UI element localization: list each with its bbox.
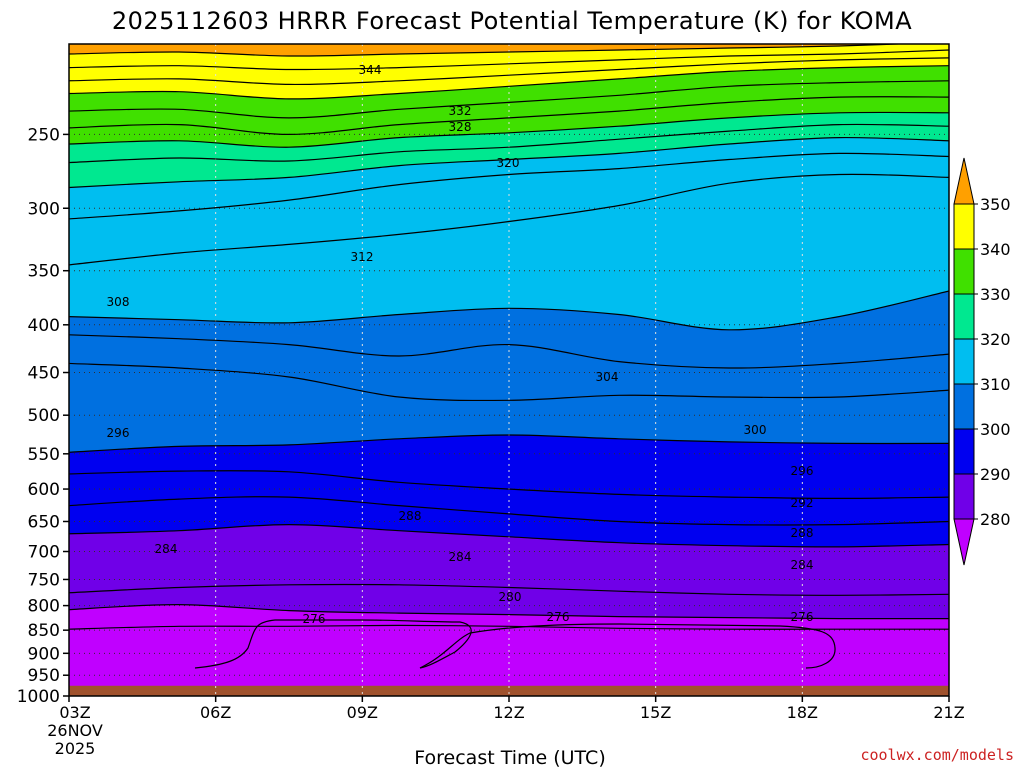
colorbar-label-320: 320 bbox=[980, 330, 1011, 349]
contour-label-332: 332 bbox=[449, 104, 472, 118]
y-tick-label-350: 350 bbox=[28, 262, 60, 282]
chart-title: 2025112603 HRRR Forecast Potential Tempe… bbox=[112, 7, 912, 35]
plot-area bbox=[69, 44, 949, 696]
contour-label-284: 284 bbox=[791, 558, 814, 572]
colorbar-band-340 bbox=[953, 203, 975, 250]
contour-label-300: 300 bbox=[744, 423, 767, 437]
isentrope-276-b bbox=[419, 623, 836, 669]
contour-label-296: 296 bbox=[791, 464, 814, 478]
y-tick-label-500: 500 bbox=[28, 406, 60, 426]
isentrope-346 bbox=[69, 44, 913, 57]
isentrope-308 bbox=[69, 290, 949, 331]
colorbar-label-340: 340 bbox=[980, 240, 1011, 259]
isentrope-296 bbox=[69, 470, 949, 500]
y-tick-label-1000: 1000 bbox=[17, 687, 60, 707]
y-tick-label-700: 700 bbox=[28, 543, 60, 563]
y-tick-label-650: 650 bbox=[28, 512, 60, 532]
isentrope-344 bbox=[69, 49, 949, 71]
contour-label-308: 308 bbox=[107, 295, 130, 309]
x-tick-label-21Z: 21Z bbox=[933, 703, 964, 722]
x-axis: 03Z 06Z 09Z 12Z 15Z 18Z 21Z bbox=[59, 696, 965, 722]
colorbar-label-290: 290 bbox=[980, 465, 1011, 484]
contour-label-312: 312 bbox=[351, 250, 374, 264]
contour-label-276: 276 bbox=[547, 610, 570, 624]
x-date-day: 26NOV bbox=[47, 721, 103, 740]
contour-label-304: 304 bbox=[596, 370, 619, 384]
contour-label-288: 288 bbox=[791, 526, 814, 540]
y-axis: 250 300 350 400 450 500 550 600 650 700 750 800 850 9… bbox=[17, 125, 69, 707]
colorbar-label-350: 350 bbox=[980, 195, 1011, 214]
isentrope-304 bbox=[69, 362, 949, 402]
colorbar-band-310 bbox=[953, 338, 975, 385]
fill-band-278 bbox=[69, 625, 949, 696]
y-tick-label-550: 550 bbox=[28, 445, 60, 465]
isentrope-300 bbox=[69, 434, 949, 453]
y-tick-label-450: 450 bbox=[28, 364, 60, 384]
contour-label-344: 344 bbox=[359, 63, 382, 77]
colorbar: 280 290 300 310 320 330 340 350 bbox=[953, 157, 1011, 566]
y-tick-label-300: 300 bbox=[28, 199, 60, 219]
x-tick-label-18Z: 18Z bbox=[787, 703, 818, 722]
colorbar-band-330 bbox=[953, 248, 975, 295]
isentrope-332 bbox=[69, 96, 949, 136]
contour-label-296: 296 bbox=[107, 426, 130, 440]
isentrope-306 bbox=[69, 334, 949, 369]
isentrope-278 bbox=[69, 624, 949, 630]
y-tick-label-750: 750 bbox=[28, 570, 60, 590]
x-tick-label-03Z: 03Z bbox=[59, 703, 90, 722]
colorbar-band-320 bbox=[953, 293, 975, 340]
isentrope-292 bbox=[69, 496, 949, 526]
y-tick-label-950: 950 bbox=[28, 666, 60, 686]
contour-labels: 344 332 328 320 312 308 304 300 296 296 292 288 288 2… bbox=[107, 63, 814, 626]
x-axis-label: Forecast Time (UTC) bbox=[414, 747, 605, 768]
isentrope-276-a bbox=[194, 619, 472, 669]
colorbar-band-280 bbox=[953, 473, 975, 520]
y-tick-label-850: 850 bbox=[28, 621, 60, 641]
x-tick-label-12Z: 12Z bbox=[493, 703, 524, 722]
contour-label-284: 284 bbox=[449, 550, 472, 564]
contour-label-328: 328 bbox=[449, 120, 472, 134]
contour-label-276: 276 bbox=[791, 610, 814, 624]
contour-label-280: 280 bbox=[499, 590, 522, 604]
y-tick-label-800: 800 bbox=[28, 597, 60, 617]
y-tick-label-400: 400 bbox=[28, 316, 60, 336]
ground-fill bbox=[69, 685, 949, 696]
isentrope-336 bbox=[69, 80, 949, 119]
isentrope-316 bbox=[69, 152, 949, 220]
isentrope-320 bbox=[69, 136, 949, 189]
isentrope-284 bbox=[69, 583, 949, 596]
y-tick-label-900: 900 bbox=[28, 644, 60, 664]
isentrope-328 bbox=[69, 111, 949, 148]
isentrope-340 bbox=[69, 65, 949, 100]
contour-label-284: 284 bbox=[155, 542, 178, 556]
isentrope-312 bbox=[69, 173, 949, 266]
x-tick-label-15Z: 15Z bbox=[640, 703, 671, 722]
contour-label-288: 288 bbox=[399, 509, 422, 523]
isentrope-288 bbox=[69, 523, 949, 548]
isentropes bbox=[69, 44, 949, 669]
ground bbox=[69, 685, 949, 696]
colorbar-band-290 bbox=[953, 428, 975, 475]
y-tick-label-250: 250 bbox=[28, 125, 60, 145]
contour-label-320: 320 bbox=[497, 156, 520, 170]
colorbar-label-300: 300 bbox=[980, 420, 1011, 439]
isentrope-280 bbox=[69, 603, 949, 620]
contour-label-276: 276 bbox=[303, 612, 326, 626]
isentrope-324 bbox=[69, 123, 949, 164]
x-date-year: 2025 bbox=[55, 739, 96, 758]
x-tick-label-06Z: 06Z bbox=[200, 703, 231, 722]
colorbar-bottom-arrow bbox=[953, 518, 975, 566]
credit-text: coolwx.com/models bbox=[860, 746, 1014, 764]
colorbar-label-330: 330 bbox=[980, 285, 1011, 304]
x-tick-label-09Z: 09Z bbox=[347, 703, 378, 722]
colorbar-label-280: 280 bbox=[980, 510, 1011, 529]
isentrope-342 bbox=[69, 57, 949, 86]
colorbar-band-300 bbox=[953, 383, 975, 430]
colorbar-label-310: 310 bbox=[980, 375, 1011, 394]
contour-label-292: 292 bbox=[791, 496, 814, 510]
colorbar-top-arrow bbox=[953, 157, 975, 205]
y-tick-label-600: 600 bbox=[28, 480, 60, 500]
